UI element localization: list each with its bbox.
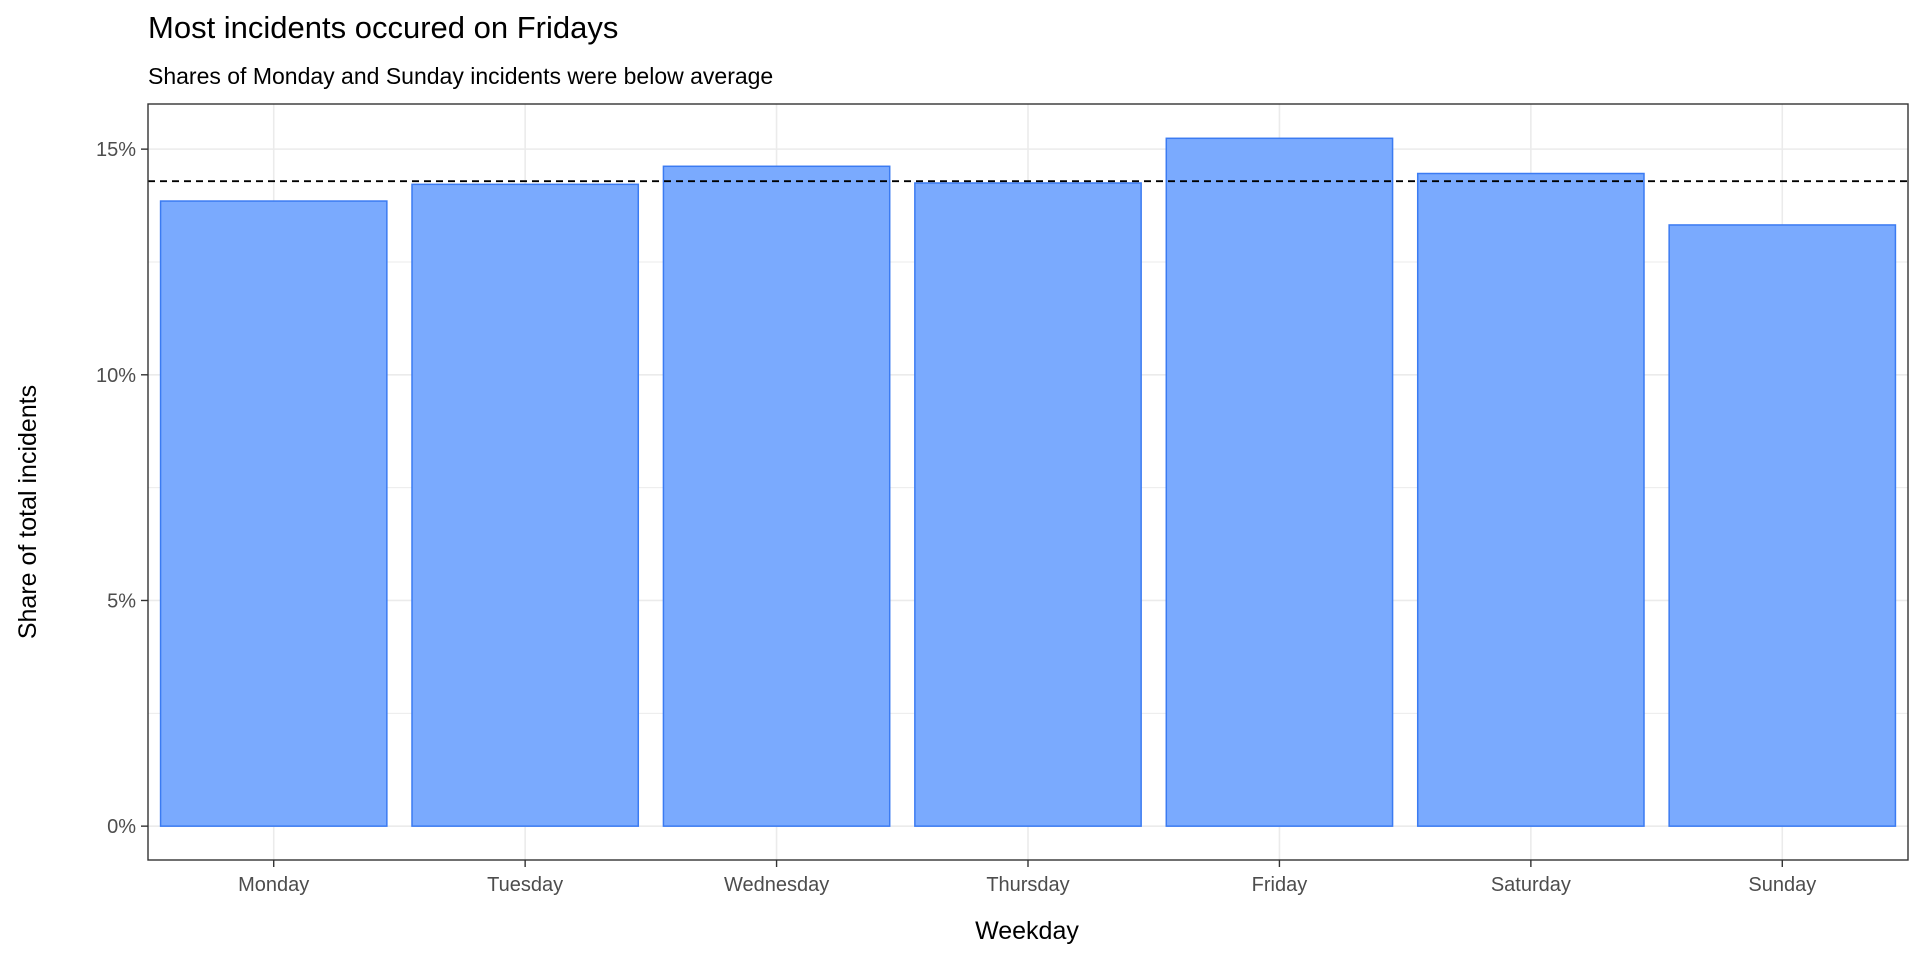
x-tick-label: Saturday [1491, 874, 1571, 896]
bar-sunday [1668, 224, 1897, 827]
chart-subtitle: Shares of Monday and Sunday incidents we… [148, 63, 773, 89]
x-axis-title: Weekday [975, 917, 1079, 945]
y-tick-label: 10% [96, 365, 136, 387]
y-tick-label: 5% [107, 590, 136, 612]
x-tick-label: Sunday [1748, 874, 1816, 896]
y-axis: 0% 5% 10% 15% [96, 139, 148, 838]
x-tick-label: Thursday [986, 874, 1069, 896]
x-tick-label: Monday [238, 874, 309, 896]
x-tick-label: Tuesday [487, 874, 563, 896]
x-axis: Monday Tuesday Wednesday Thursday Friday Satu… [238, 860, 1816, 896]
bar-thursday [914, 182, 1142, 827]
x-tick-label: Friday [1252, 874, 1308, 896]
bars [159, 137, 1897, 827]
chart-title: Most incidents occured on Fridays [148, 10, 618, 45]
y-tick-label: 15% [96, 139, 136, 161]
y-tick-label: 0% [107, 816, 136, 838]
bar-monday [159, 200, 388, 827]
bar-tuesday [411, 183, 640, 827]
x-tick-label: Wednesday [724, 874, 829, 896]
bar-saturday [1416, 172, 1645, 827]
y-axis-title: Share of total incidents [14, 385, 42, 639]
bar-wednesday [662, 165, 891, 827]
bar-friday [1165, 137, 1394, 827]
